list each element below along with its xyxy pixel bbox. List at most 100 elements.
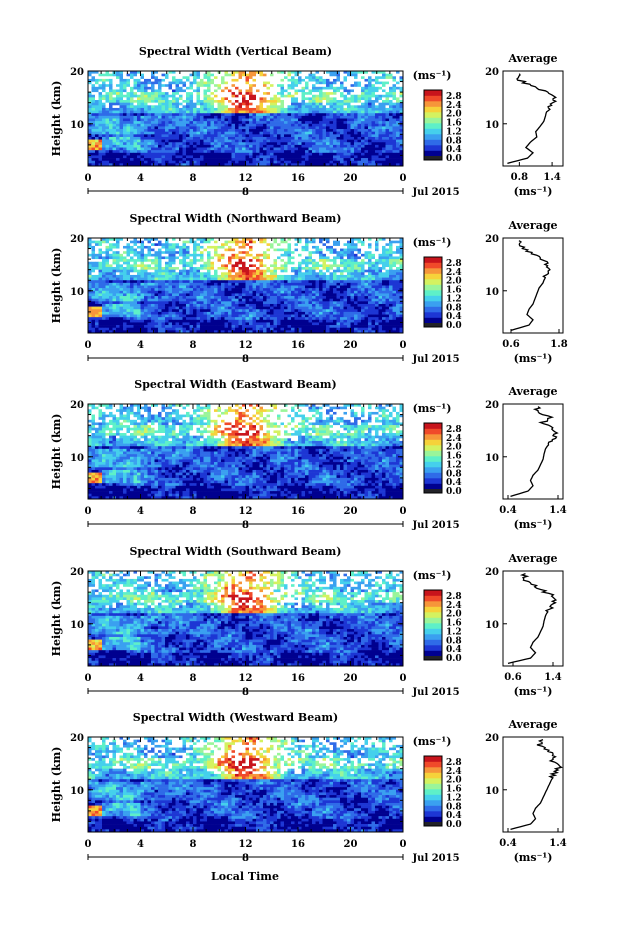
heatmap-cell [291,243,295,247]
heatmap-cell [200,107,204,111]
heatmap-cell [270,144,274,148]
heatmap-cell [168,94,173,98]
heatmap-cell [95,261,99,265]
heatmap-cell [357,264,362,268]
heatmap-cell [154,282,159,286]
heatmap-cell [98,94,103,98]
heatmap-cell [109,71,113,74]
heatmap-cell [305,277,309,281]
heatmap-cell [357,277,362,281]
heatmap-cell [329,81,334,85]
heatmap-cell [217,139,222,143]
heatmap-cell [242,115,246,119]
heatmap-cell [361,86,365,90]
heatmap-cell [137,245,141,249]
heatmap-cell [224,129,229,132]
heatmap-cell [301,150,306,154]
heatmap-cell [291,81,295,85]
heatmap-cell [378,102,383,106]
heatmap-cell [91,115,96,119]
heatmap-cell [259,272,264,276]
heatmap-cell [259,256,264,260]
heatmap-cell [399,277,404,281]
heatmap-cell [396,123,400,127]
heatmap-cell [214,94,218,98]
heatmap-cell [389,261,393,265]
heatmap-cell [179,110,183,114]
heatmap-cell [284,259,288,263]
heatmap-cell [277,100,281,103]
heatmap-cell [399,71,404,74]
heatmap-cell [280,147,285,151]
heatmap-cell [109,274,113,278]
heatmap-cell [193,269,197,273]
heatmap-cell [231,123,236,127]
heatmap-cell [312,100,316,103]
profile-title: Average [507,52,557,65]
heatmap-cell [354,277,358,281]
heatmap-cell [228,147,232,151]
heatmap-cell [277,94,281,98]
heatmap-cell [207,269,211,273]
heatmap-cell [123,277,127,281]
heatmap-cell [333,264,337,268]
heatmap-cell [165,126,169,130]
heatmap-cell [336,123,341,127]
heatmap-cell [266,158,271,162]
heatmap-cell [350,259,355,263]
heatmap-cell [326,243,330,247]
heatmap-cell [154,134,159,138]
heatmap-cell [378,160,383,164]
heatmap-cell [158,274,162,278]
heatmap-cell [301,121,306,125]
heatmap-cell [98,102,103,106]
heatmap-cell [350,158,355,162]
heatmap-cell [368,121,372,125]
heatmap-cell [179,139,183,143]
heatmap-cell [165,89,169,93]
heatmap-cell [116,245,120,249]
heatmap-cell [326,78,330,82]
heatmap-cell [189,86,194,90]
heatmap-cell [98,84,103,88]
heatmap-cell [151,76,155,80]
heatmap-cell [252,76,257,80]
heatmap-cell [217,142,222,146]
heatmap-cell [256,282,260,286]
heatmap-cell [270,107,274,111]
heatmap-cell [231,272,236,276]
heatmap-cell [214,267,218,270]
heatmap-cell [207,123,211,127]
heatmap-cell [221,126,225,130]
heatmap-cell [378,277,383,281]
heatmap-cell [144,243,148,247]
heatmap-cell [242,81,246,85]
heatmap-cell [242,152,246,156]
heatmap-cell [284,139,288,143]
heatmap-cell [133,100,138,103]
heatmap-cell [210,71,215,74]
heatmap-cell [347,139,351,143]
heatmap-cell [301,277,306,281]
heatmap-cell [179,245,183,249]
heatmap-cell [91,259,96,263]
heatmap-cell [385,267,390,270]
heatmap-cell [249,150,253,154]
heatmap-cell [165,147,169,151]
heatmap-cell [126,261,131,265]
heatmap-cell [245,118,250,122]
heatmap-cell [102,86,106,90]
heatmap-cell [312,144,316,148]
heatmap-cell [368,150,372,154]
heatmap-cell [88,274,92,278]
heatmap-cell [308,71,313,74]
heatmap-cell [263,264,267,268]
heatmap-cell [224,89,229,93]
heatmap-cell [340,115,344,119]
heatmap-cell [298,274,302,278]
heatmap-cell [298,76,302,80]
heatmap-cell [102,123,106,127]
heatmap-cell [375,142,379,146]
heatmap-cell [224,261,229,265]
heatmap-cell [137,78,141,82]
